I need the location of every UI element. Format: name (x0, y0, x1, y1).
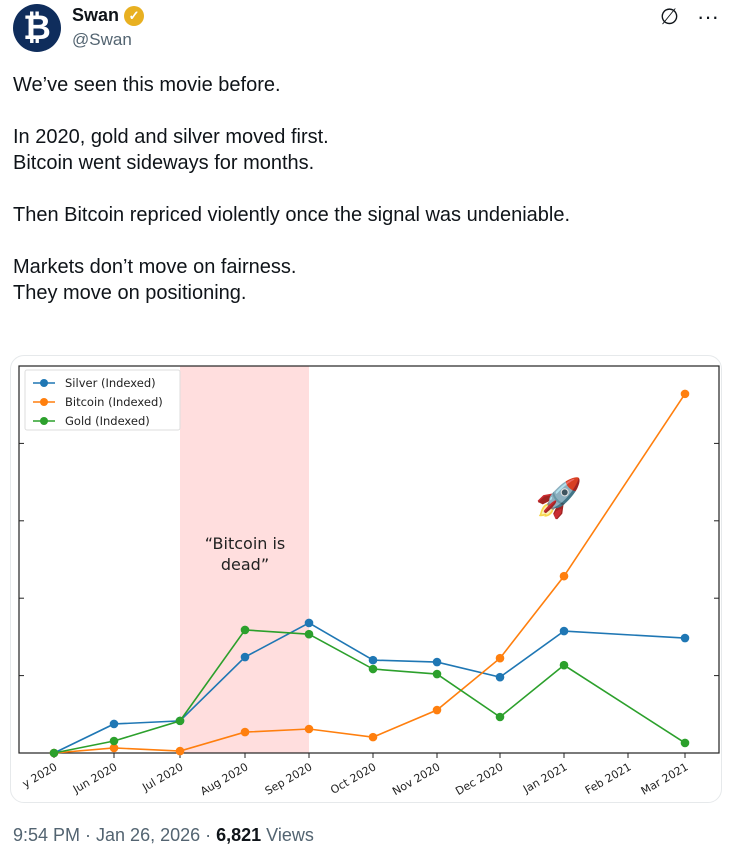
data-point (109, 743, 119, 753)
data-point (495, 672, 505, 682)
legend-label: Silver (Indexed) (65, 376, 156, 390)
post-footer: 9:54 PM · Jan 26, 2026 · 6,821 Views (13, 825, 314, 846)
legend (24, 369, 181, 431)
x-tick-label: Jun 2020 (70, 760, 120, 796)
plot-frame (18, 365, 720, 754)
data-point (49, 748, 59, 758)
legend-label: Bitcoin (Indexed) (65, 395, 163, 409)
data-point (368, 655, 378, 665)
author-handle[interactable]: @Swan (72, 30, 132, 49)
data-point (680, 389, 690, 399)
data-point (240, 625, 250, 635)
data-point (559, 660, 569, 670)
data-point (495, 653, 505, 663)
x-tick-label: Jul 2020 (139, 760, 185, 794)
data-point (304, 618, 314, 628)
data-point (432, 669, 442, 679)
chart-image[interactable]: y 2020 Jun 2020 Jul 2020 Aug 2020 Sep 2020 Oc… (10, 355, 722, 803)
x-tick-label: Oct 2020 (328, 760, 378, 797)
avatar[interactable]: ₿ (13, 4, 61, 52)
data-point (368, 732, 378, 742)
series-line (53, 393, 686, 754)
view-count: 6,821 (216, 825, 262, 845)
data-point (680, 633, 690, 643)
annotation-text: dead” (221, 555, 269, 574)
data-point (240, 727, 250, 737)
x-tick-label: Mar 2021 (639, 760, 691, 797)
series-line (53, 629, 686, 754)
x-tick-label: Aug 2020 (198, 760, 250, 798)
x-tick-label: Feb 2021 (583, 760, 634, 797)
slashed-circle-icon[interactable]: ∅ (659, 4, 680, 29)
series-line (53, 622, 686, 754)
author-name[interactable]: Swan ✓ (72, 5, 145, 26)
chart: y 2020 Jun 2020 Jul 2020 Aug 2020 Sep 2020 Oc… (18, 365, 720, 798)
x-tick-label: Dec 2020 (453, 760, 505, 798)
shaded-region (180, 366, 309, 753)
annotation-text: “Bitcoin is (205, 534, 286, 553)
post-text: We’ve seen this movie before. In 2020, g… (13, 74, 571, 304)
verified-badge-icon: ✓ (124, 5, 145, 26)
timestamp[interactable]: 9:54 PM · Jan 26, 2026 · (13, 825, 217, 845)
data-point (175, 716, 185, 726)
data-point (304, 629, 314, 639)
more-icon[interactable]: ··· (697, 4, 719, 29)
data-point (304, 724, 314, 734)
legend-label: Gold (Indexed) (65, 414, 150, 428)
data-point (432, 657, 442, 667)
x-tick-label: y 2020 (20, 760, 59, 790)
legend-marker (40, 417, 48, 425)
data-point (240, 652, 250, 662)
data-point (175, 746, 185, 756)
data-point (495, 712, 505, 722)
data-point (109, 736, 119, 746)
x-tick-label: Sep 2020 (263, 760, 315, 797)
data-point (559, 571, 569, 581)
rocket-icon: 🚀 (535, 476, 582, 520)
data-point (368, 664, 378, 674)
x-tick-label: Nov 2020 (390, 760, 442, 798)
data-point (559, 626, 569, 636)
data-point (109, 719, 119, 729)
data-point (432, 705, 442, 715)
legend-marker (40, 398, 48, 406)
x-tick-label: Jan 2021 (520, 760, 569, 796)
display-name[interactable]: Swan (72, 5, 120, 25)
legend-marker (40, 379, 48, 387)
views-label: Views (261, 825, 314, 845)
data-point (680, 738, 690, 748)
